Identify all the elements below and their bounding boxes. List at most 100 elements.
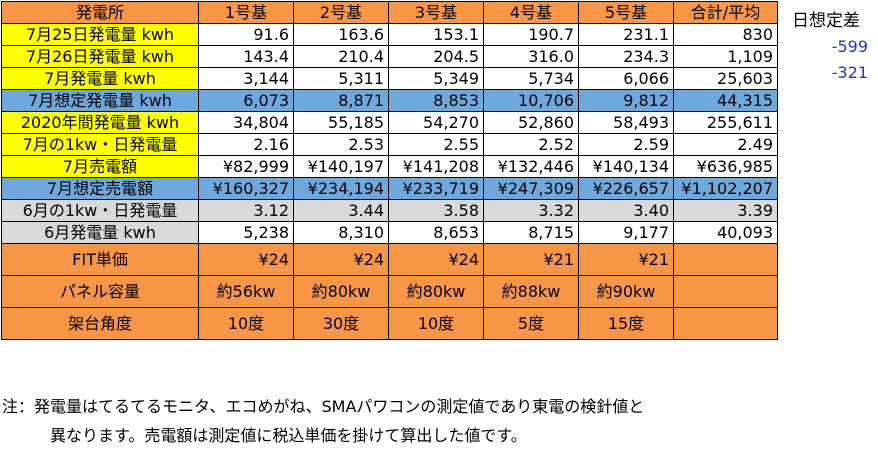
table-row: 7月売電額 ¥82,999 ¥140,197 ¥141,208 ¥132,446… bbox=[1, 155, 778, 178]
table-cell: ¥160,327 bbox=[198, 177, 294, 200]
table-cell: 9,812 bbox=[578, 89, 674, 112]
table-cell: 54,270 bbox=[388, 111, 484, 134]
row-label: 7月想定売電額 bbox=[1, 177, 199, 200]
table-cell bbox=[673, 243, 778, 276]
table-cell: ¥636,985 bbox=[673, 155, 778, 178]
table-cell: 8,653 bbox=[388, 221, 484, 244]
table-row: 7月25日発電量 kwh 91.6 163.6 153.1 190.7 231.… bbox=[1, 23, 778, 46]
table-cell: 2.55 bbox=[388, 133, 484, 156]
table-cell: 143.4 bbox=[198, 45, 294, 68]
table-cell: 40,093 bbox=[673, 221, 778, 244]
header-cell-unit2: 2号基 bbox=[293, 1, 389, 24]
table-cell: 34,804 bbox=[198, 111, 294, 134]
row-label: 6月の1kw・日発電量 bbox=[1, 199, 199, 222]
table-cell: 231.1 bbox=[578, 23, 674, 46]
header-cell-unit4: 4号基 bbox=[483, 1, 579, 24]
table-cell: ¥21 bbox=[483, 243, 579, 276]
row-label: 7月売電額 bbox=[1, 155, 199, 178]
table-row: 2020年間発電量 kwh 34,804 55,185 54,270 52,86… bbox=[1, 111, 778, 134]
table-cell: 44,315 bbox=[673, 89, 778, 112]
table-cell: 30度 bbox=[293, 307, 389, 340]
table-cell: ¥21 bbox=[578, 243, 674, 276]
daily-expected-diff-title: 日想定差 bbox=[792, 11, 860, 31]
table-row: 7月発電量 kwh 3,144 5,311 5,349 5,734 6,066 … bbox=[1, 67, 778, 90]
table-cell: 5,349 bbox=[388, 67, 484, 90]
table-cell: 3,144 bbox=[198, 67, 294, 90]
table-cell: 3.12 bbox=[198, 199, 294, 222]
table-cell bbox=[673, 275, 778, 308]
header-cell-plant: 発電所 bbox=[1, 1, 199, 24]
table-cell: 約90kw bbox=[578, 275, 674, 308]
table-cell: 8,853 bbox=[388, 89, 484, 112]
table-cell: 約80kw bbox=[388, 275, 484, 308]
header-cell-unit5: 5号基 bbox=[578, 1, 674, 24]
table-cell: ¥24 bbox=[198, 243, 294, 276]
table-cell: 約88kw bbox=[483, 275, 579, 308]
table-cell: 153.1 bbox=[388, 23, 484, 46]
table-cell: ¥226,657 bbox=[578, 177, 674, 200]
table-cell: 15度 bbox=[578, 307, 674, 340]
table-cell: ¥233,719 bbox=[388, 177, 484, 200]
daily-expected-diff-panel: 日想定差 -599 -321 bbox=[792, 6, 876, 82]
table-row: 6月発電量 kwh 5,238 8,310 8,653 8,715 9,177 … bbox=[1, 221, 778, 244]
table-row: 7月想定売電額 ¥160,327 ¥234,194 ¥233,719 ¥247,… bbox=[1, 177, 778, 200]
row-label: 2020年間発電量 kwh bbox=[1, 111, 199, 134]
table-cell: 204.5 bbox=[388, 45, 484, 68]
table-cell: 91.6 bbox=[198, 23, 294, 46]
table-cell: 8,871 bbox=[293, 89, 389, 112]
table-cell: ¥140,197 bbox=[293, 155, 389, 178]
table-cell: 1,109 bbox=[673, 45, 778, 68]
table-cell: 210.4 bbox=[293, 45, 389, 68]
table-cell: 約56kw bbox=[198, 275, 294, 308]
table-cell: 163.6 bbox=[293, 23, 389, 46]
table-row: 7月想定発電量 kwh 6,073 8,871 8,853 10,706 9,8… bbox=[1, 89, 778, 112]
table-cell: 2.16 bbox=[198, 133, 294, 156]
footnote-line-1: 注：発電量はてるてるモニタ、エコめがね、SMAパワコンの測定値であり東電の検針値… bbox=[2, 397, 645, 416]
table-cell: ¥24 bbox=[388, 243, 484, 276]
table-row: 7月26日発電量 kwh 143.4 210.4 204.5 316.0 234… bbox=[1, 45, 778, 68]
table-cell: 2.52 bbox=[483, 133, 579, 156]
table-cell: 3.40 bbox=[578, 199, 674, 222]
table-cell: 5,311 bbox=[293, 67, 389, 90]
table-cell: 3.58 bbox=[388, 199, 484, 222]
row-label: 架台角度 bbox=[1, 307, 199, 340]
row-label: 7月25日発電量 kwh bbox=[1, 23, 199, 46]
table-cell: 52,860 bbox=[483, 111, 579, 134]
table-row: 7月の1kw・日発電量 2.16 2.53 2.55 2.52 2.59 2.4… bbox=[1, 133, 778, 156]
table-cell: 8,310 bbox=[293, 221, 389, 244]
table-cell: 5,734 bbox=[483, 67, 579, 90]
table-cell: ¥24 bbox=[293, 243, 389, 276]
table-cell: ¥234,194 bbox=[293, 177, 389, 200]
table-cell: 316.0 bbox=[483, 45, 579, 68]
table-cell: 約80kw bbox=[293, 275, 389, 308]
footnote-line-2: 異なります。売電額は測定値に税込単価を掛けて算出した値です。 bbox=[50, 426, 527, 445]
table-cell: 3.32 bbox=[483, 199, 579, 222]
table-cell: 2.53 bbox=[293, 133, 389, 156]
row-label: 7月の1kw・日発電量 bbox=[1, 133, 199, 156]
header-cell-unit3: 3号基 bbox=[388, 1, 484, 24]
table-cell: ¥132,446 bbox=[483, 155, 579, 178]
row-label: 7月26日発電量 kwh bbox=[1, 45, 199, 68]
table-cell: 5度 bbox=[483, 307, 579, 340]
diff-value-jul25: -599 bbox=[831, 37, 868, 56]
table-cell: 3.44 bbox=[293, 199, 389, 222]
row-label: 6月発電量 kwh bbox=[1, 221, 199, 244]
table-cell: ¥247,309 bbox=[483, 177, 579, 200]
row-label: 7月発電量 kwh bbox=[1, 67, 199, 90]
table-cell: 830 bbox=[673, 23, 778, 46]
table-cell: 25,603 bbox=[673, 67, 778, 90]
header-cell-total: 合計/平均 bbox=[673, 1, 778, 24]
table-cell: 3.39 bbox=[673, 199, 778, 222]
table-row: 架台角度 10度 30度 10度 5度 15度 bbox=[1, 307, 778, 340]
table-cell: 2.49 bbox=[673, 133, 778, 156]
table-cell: 255,611 bbox=[673, 111, 778, 134]
table-cell: 10,706 bbox=[483, 89, 579, 112]
power-plant-table: 発電所 1号基 2号基 3号基 4号基 5号基 合計/平均 7月25日発電量 k… bbox=[1, 1, 778, 340]
header-row: 発電所 1号基 2号基 3号基 4号基 5号基 合計/平均 bbox=[1, 1, 778, 24]
row-label: 7月想定発電量 kwh bbox=[1, 89, 199, 112]
table-cell: 10度 bbox=[198, 307, 294, 340]
table-cell: 6,073 bbox=[198, 89, 294, 112]
table-cell: 55,185 bbox=[293, 111, 389, 134]
table-cell: 8,715 bbox=[483, 221, 579, 244]
table-cell: ¥82,999 bbox=[198, 155, 294, 178]
